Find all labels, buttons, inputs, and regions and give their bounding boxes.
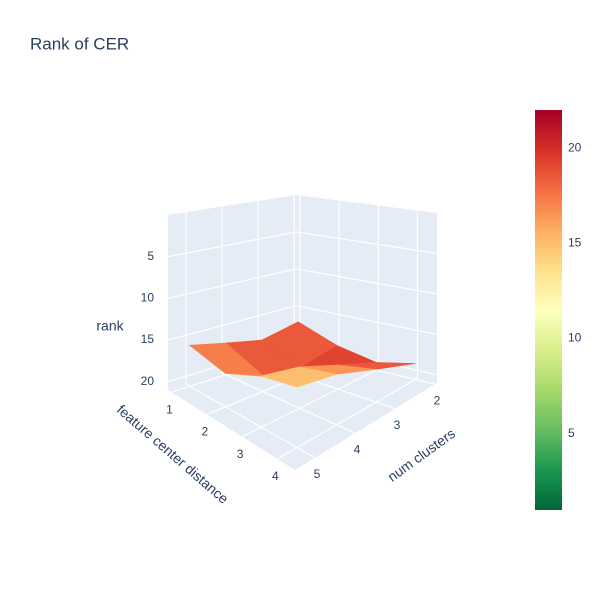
x-tick-label: 3 [237,447,244,461]
x-tick-label: 1 [166,402,173,416]
surface-patch [260,366,338,388]
y-tick-label: 4 [354,442,361,456]
grid-line [241,368,379,438]
y-axis-title: num clusters [384,425,458,485]
colorbar-tick-label: 15 [568,236,582,250]
grid-line [167,231,297,258]
chart-title: Rank of CER [30,34,129,53]
colorbar-tick-label: 20 [568,140,582,154]
grid-line [185,383,316,459]
grid-line [295,231,438,255]
colorbar-tick-label: 10 [568,331,582,345]
grid-line [221,372,356,434]
colorbar-ticks: 5 10 15 20 [568,140,582,440]
z-tick-label: 15 [141,332,155,346]
x-tick-label: 2 [201,425,208,439]
z-axis-title: rank [96,318,124,334]
z-tick-label: 10 [141,291,155,305]
grid-line [295,268,438,295]
grid-line [295,305,438,336]
z-tick-label: 20 [141,374,155,388]
grid-line [167,305,297,341]
grid-line [277,377,418,460]
y-tick-label: 2 [434,393,441,407]
grid-line [167,268,297,299]
colorbar [535,110,562,510]
z-tick-label: 5 [147,249,154,263]
right-wall [296,195,437,383]
scene [167,195,438,470]
y-tick-label: 5 [314,467,321,481]
colorbar-tick-label: 5 [568,426,575,440]
x-tick-label: 4 [272,469,279,483]
y-tick-label: 3 [394,418,401,432]
